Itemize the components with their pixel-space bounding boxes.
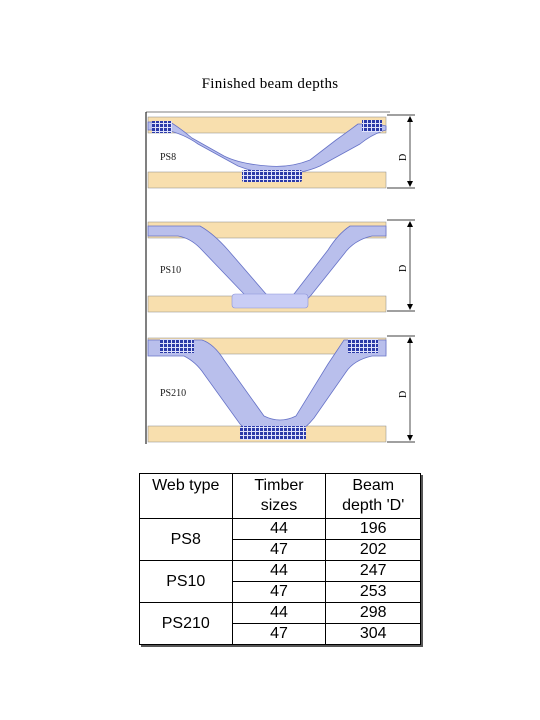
cell-beam-depth: 196 (325, 518, 421, 540)
cell-timber-size: 44 (231, 518, 327, 540)
page-title: Finished beam depths (201, 76, 339, 92)
nail-plate (160, 339, 194, 353)
web-label: PS210 (160, 388, 186, 399)
cell-timber-size: 44 (231, 602, 327, 624)
header-web-type: Web type (139, 473, 233, 519)
cell-timber-size: 47 (231, 623, 327, 645)
dimension-d: D (387, 114, 415, 189)
cell-beam-depth: 253 (325, 581, 421, 603)
cell-timber-size: 44 (231, 560, 327, 582)
table-row: PS210 44 298 (139, 602, 421, 645)
table-row: 47 253 (140, 581, 421, 603)
nail-plate (240, 426, 306, 440)
dimension-d: D (387, 335, 415, 443)
beam-depth-table: Web type Timber sizes Beam depth 'D' PS8… (139, 473, 421, 645)
cell-timber-size: 47 (231, 539, 327, 561)
beam-panel-ps210: PS210 (147, 337, 387, 443)
nail-plate (348, 339, 378, 353)
web-label: PS10 (160, 265, 181, 276)
nail-plate (362, 120, 382, 132)
cell-beam-depth: 298 (325, 602, 421, 624)
header-beam-depth: Beam depth 'D' (325, 473, 421, 519)
table-row: PS10 44 247 (139, 560, 421, 603)
dimension-label: D (398, 154, 409, 161)
dimension-label: D (398, 391, 409, 398)
beam-panel-ps8: PS8 (147, 116, 387, 189)
web-label: PS8 (160, 152, 176, 163)
cell-beam-depth: 202 (325, 539, 421, 561)
table-row: 47 202 (140, 539, 421, 561)
cell-web-type: PS210 (139, 602, 233, 645)
header-timber-sizes: Timber sizes (231, 473, 327, 519)
dimension-d: D (387, 219, 415, 312)
beam-diagram: PS8 D PS10 D (140, 108, 420, 448)
table-row: 47 304 (140, 623, 421, 645)
table-shadow (141, 645, 423, 647)
nail-plate (242, 170, 302, 182)
table-row: PS8 44 196 (139, 518, 421, 561)
dimension-label: D (398, 265, 409, 272)
cell-timber-size: 47 (231, 581, 327, 603)
beam-panel-ps10: PS10 (147, 221, 387, 313)
cell-web-type: PS10 (139, 560, 233, 603)
cell-beam-depth: 247 (325, 560, 421, 582)
cell-web-type: PS8 (139, 518, 233, 561)
table-header-row: Web type Timber sizes Beam depth 'D' (139, 473, 421, 519)
nail-plate (231, 293, 309, 309)
cell-beam-depth: 304 (325, 623, 421, 645)
nail-plate (152, 121, 172, 133)
table-shadow (421, 475, 423, 647)
